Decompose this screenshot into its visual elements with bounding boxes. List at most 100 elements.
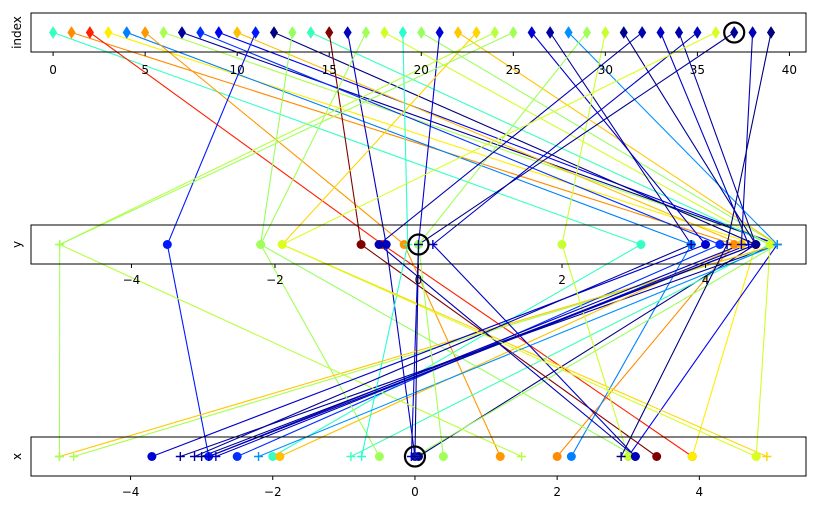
index-marker-37 (730, 26, 739, 39)
record-line-24 (58, 32, 522, 457)
y-marker-32 (374, 240, 384, 249)
tick-label-index-25: 25 (506, 63, 521, 77)
y-marker-11 (162, 240, 172, 249)
record-line-5 (144, 32, 501, 457)
index-marker-2 (85, 26, 95, 39)
tick-label-x--4: −4 (122, 485, 140, 499)
highlight-ring-y (407, 233, 430, 256)
x-marker-15 (652, 452, 662, 461)
index-marker-24 (490, 26, 499, 39)
x-marker-35 (630, 452, 640, 461)
record-line-18 (384, 32, 771, 457)
axis-panel-index (30, 12, 807, 53)
index-marker-11 (251, 26, 260, 39)
y-marker-34 (751, 240, 761, 249)
index-marker-35 (693, 26, 702, 39)
tick-label-index-0: 0 (49, 63, 57, 77)
index-marker-36 (711, 26, 720, 39)
x-marker-4 (566, 452, 576, 461)
y-marker-38 (736, 240, 746, 249)
index-marker-39 (766, 26, 776, 39)
highlight-ring-x (403, 445, 427, 468)
record-line-38 (208, 32, 754, 458)
x-marker-19 (357, 452, 367, 461)
tick-label-index-30: 30 (598, 63, 613, 77)
index-marker-7 (177, 26, 187, 39)
y-marker-17 (256, 240, 266, 249)
x-marker-1 (552, 452, 562, 461)
index-marker-38 (748, 26, 757, 39)
axis-panels (30, 12, 807, 480)
axis-panel-x (30, 436, 807, 477)
x-marker-3 (687, 452, 697, 461)
tick-label-y-2: 2 (558, 273, 566, 287)
x-marker-7 (175, 452, 185, 461)
tick-label-index-40: 40 (782, 63, 797, 77)
tick-label-y-0: 0 (415, 273, 423, 287)
index-marker-6 (159, 26, 168, 39)
y-marker-27 (686, 240, 696, 249)
index-marker-3 (104, 26, 113, 39)
x-marker-5 (495, 452, 505, 461)
data-markers (48, 21, 782, 468)
y-marker-16 (381, 240, 391, 249)
index-marker-25 (509, 26, 518, 39)
x-marker-29 (438, 452, 448, 461)
tick-label-x-4: 4 (696, 485, 704, 499)
x-marker-8 (232, 452, 242, 461)
y-marker-30 (557, 240, 567, 249)
index-marker-19 (398, 26, 407, 39)
index-marker-31 (619, 26, 628, 39)
index-marker-17 (361, 26, 371, 39)
x-marker-39 (616, 452, 626, 461)
y-marker-1 (729, 240, 739, 249)
index-marker-30 (601, 26, 610, 39)
tick-label-x-0: 0 (411, 485, 419, 499)
record-line-10 (236, 31, 743, 457)
y-marker-8 (715, 240, 725, 249)
tick-label-y--4: −4 (123, 273, 141, 287)
index-marker-22 (453, 26, 463, 39)
tick-label-index-10: 10 (230, 63, 245, 77)
index-marker-8 (196, 26, 205, 39)
x-marker-37 (410, 452, 420, 461)
index-marker-12 (269, 26, 279, 39)
index-marker-33 (656, 26, 665, 39)
x-marker-25 (54, 452, 64, 461)
tick-label-y-4: 4 (702, 273, 710, 287)
index-marker-21 (435, 26, 444, 39)
record-line-6 (73, 31, 780, 458)
index-marker-14 (306, 26, 315, 39)
tick-label-index-15: 15 (322, 63, 337, 77)
x-marker-0 (268, 452, 278, 461)
x-marker-10 (275, 452, 285, 461)
axis-label-x: x (10, 453, 24, 460)
index-marker-16 (343, 26, 352, 39)
index-marker-26 (527, 26, 536, 39)
tick-label-index-20: 20 (414, 63, 429, 77)
index-marker-18 (380, 26, 389, 39)
x-marker-26 (147, 452, 157, 461)
y-marker-15 (356, 240, 366, 249)
tick-label-index-35: 35 (690, 63, 705, 77)
index-marker-5 (141, 26, 150, 39)
y-marker-0 (636, 240, 646, 249)
axis-label-y: y (10, 241, 24, 248)
index-marker-20 (417, 26, 426, 39)
index-marker-28 (564, 26, 573, 39)
x-marker-17 (374, 452, 384, 461)
tick-label-x--2: −2 (264, 485, 282, 499)
index-marker-29 (582, 26, 592, 39)
record-line-2 (89, 32, 693, 457)
x-marker-6 (69, 452, 79, 461)
record-line-11 (166, 32, 257, 457)
record-line-28 (258, 32, 779, 458)
tick-label-index-5: 5 (141, 63, 149, 77)
index-marker-23 (472, 26, 481, 39)
record-line-34 (208, 32, 757, 458)
index-marker-32 (638, 26, 647, 39)
index-marker-9 (214, 26, 223, 39)
x-marker-28 (254, 452, 264, 461)
y-marker-37 (414, 240, 423, 249)
x-marker-14 (346, 452, 356, 461)
